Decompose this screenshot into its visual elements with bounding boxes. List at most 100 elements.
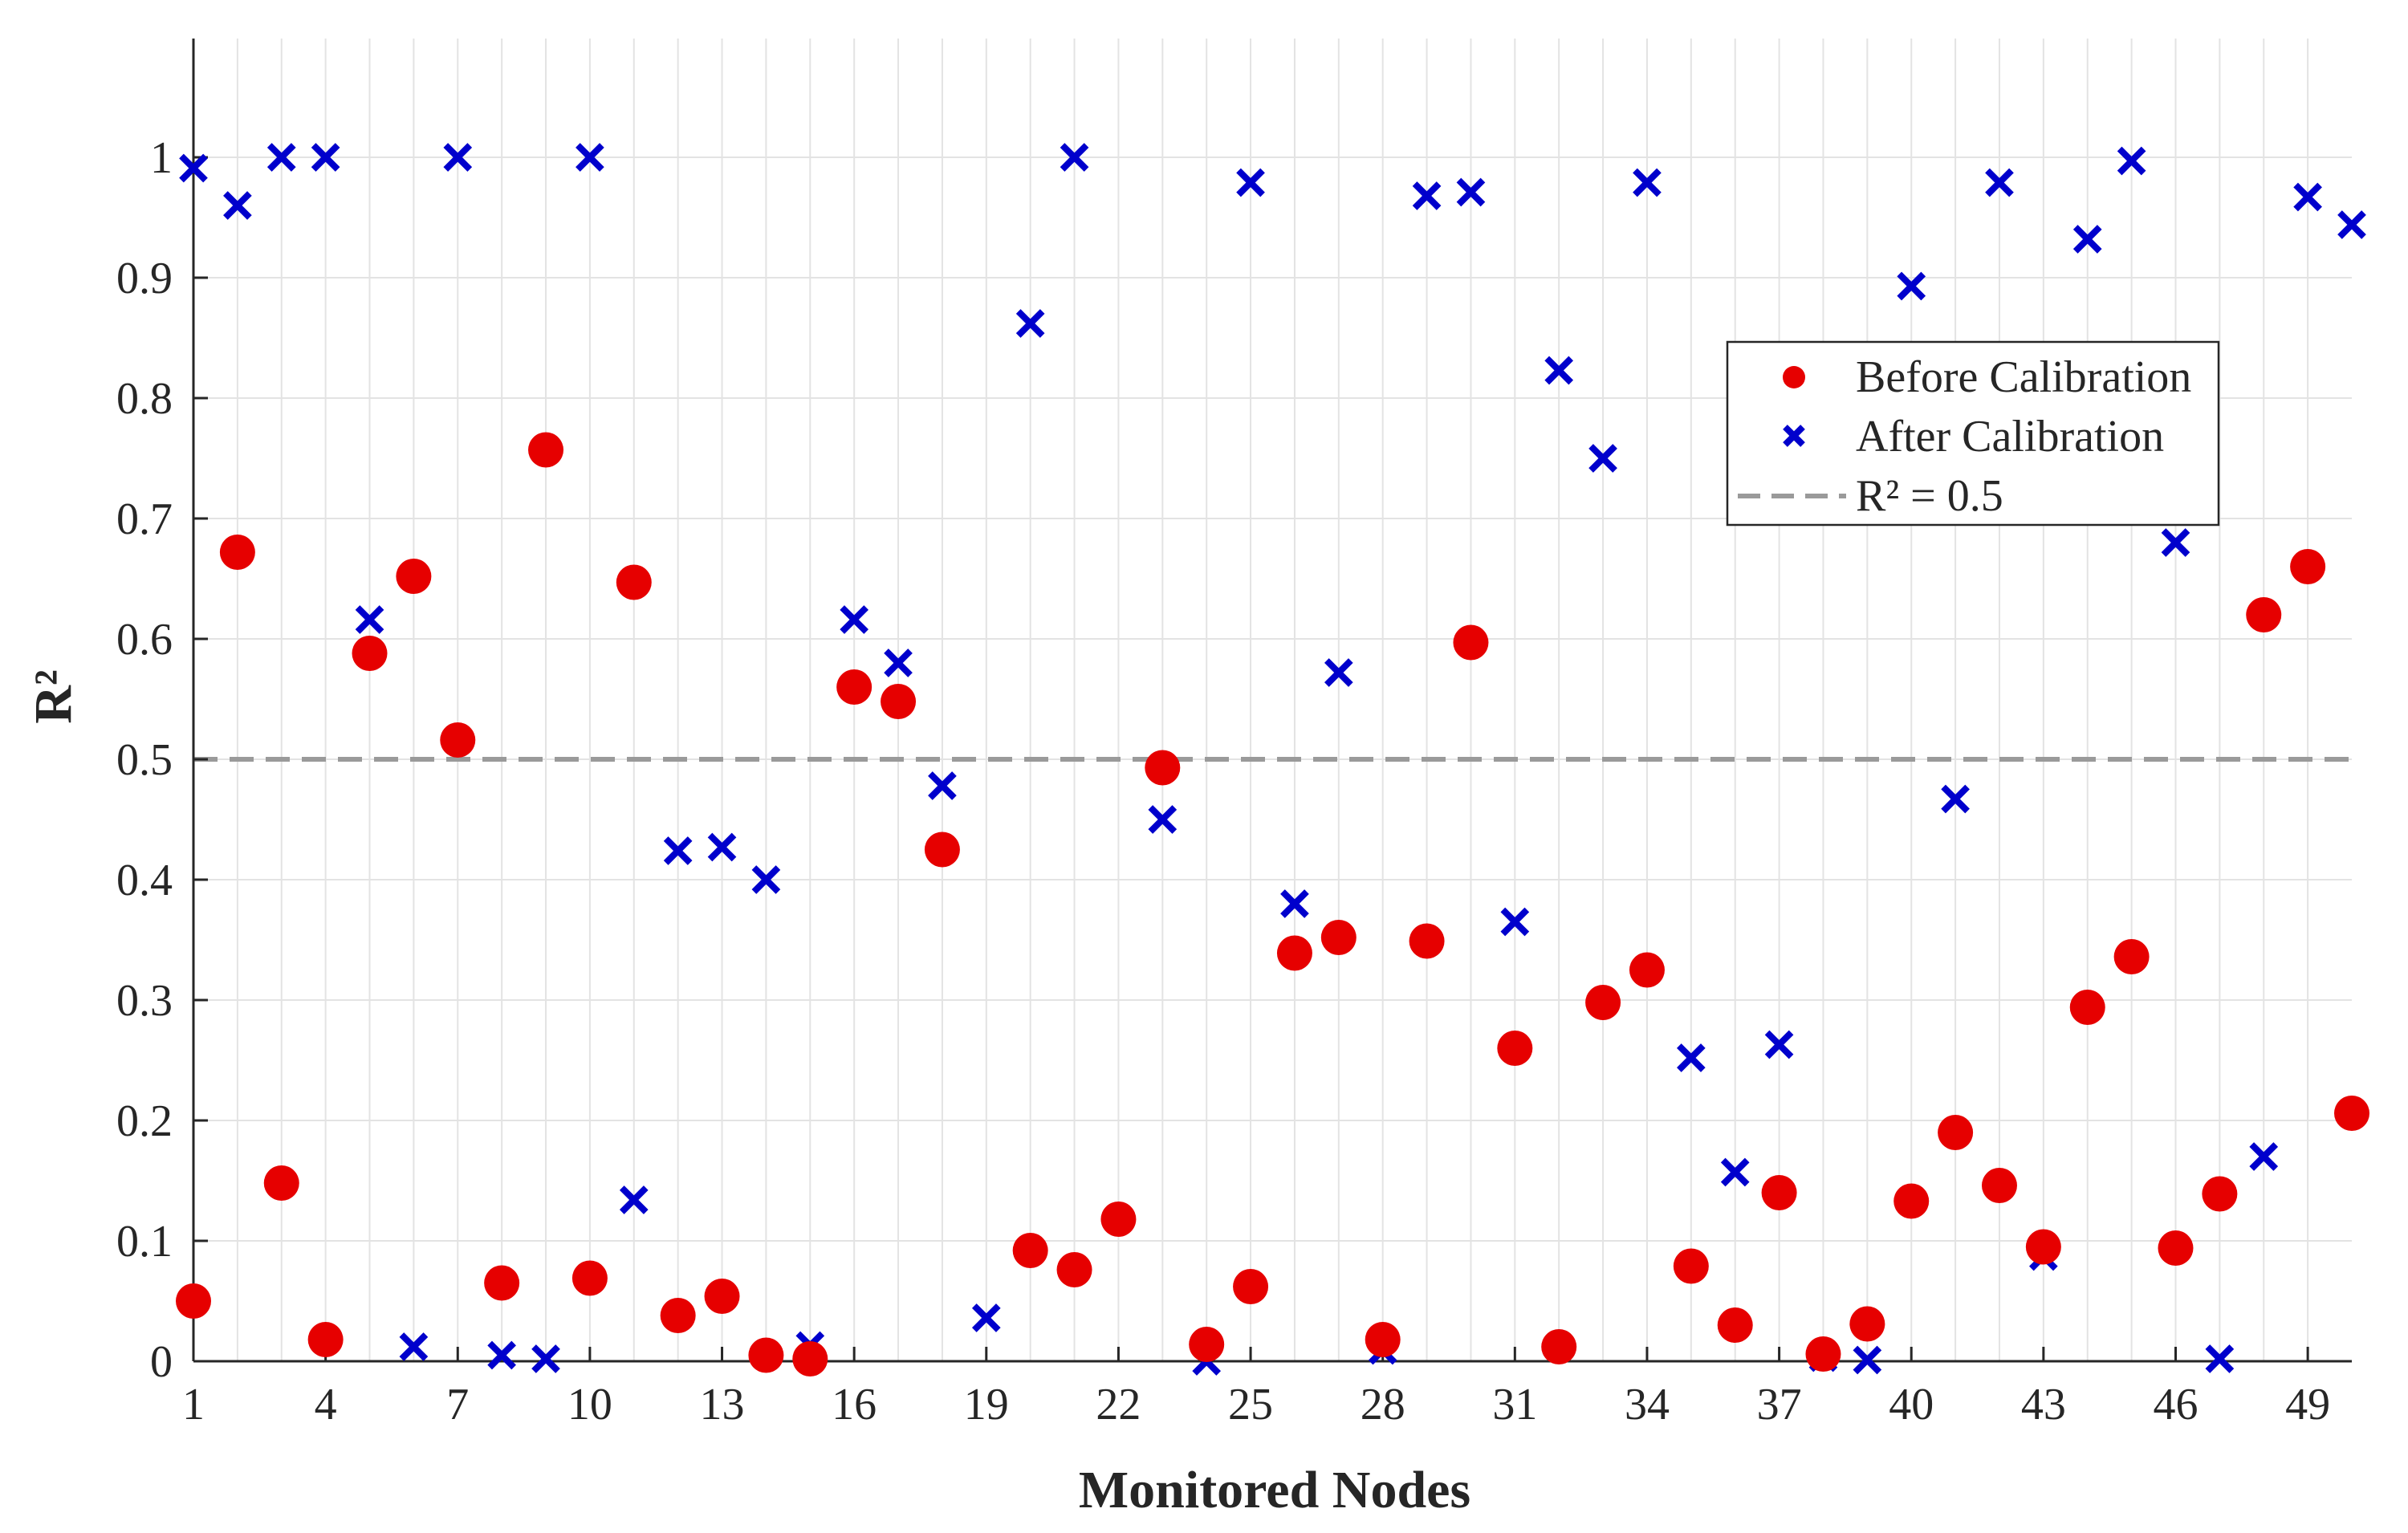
data-point-after bbox=[1236, 168, 1265, 197]
data-point-after bbox=[1544, 356, 1574, 385]
data-point-before bbox=[924, 832, 960, 868]
series-after-calibration bbox=[179, 143, 2366, 1376]
data-point-before bbox=[219, 535, 255, 570]
data-point-after bbox=[1897, 271, 1926, 301]
x-tick-label: 43 bbox=[2021, 1380, 2066, 1429]
data-point-before bbox=[1320, 920, 1357, 955]
data-point-before bbox=[1673, 1248, 1709, 1284]
data-point-before bbox=[1893, 1183, 1930, 1219]
data-point-before bbox=[1145, 750, 1181, 786]
data-point-after bbox=[1633, 168, 1662, 197]
tick-labels: 0 0.1 0.2 0.3 0.4 0.5 0.6 0.7 0.8 0.9 1 1 4 7 10 13 16 19… bbox=[116, 133, 2330, 1429]
y-tick-label: 0.2 bbox=[116, 1096, 173, 1146]
grid bbox=[193, 39, 2352, 1361]
legend-label-reference: R² = 0.5 bbox=[1856, 471, 2003, 521]
y-tick-label: 0.7 bbox=[116, 494, 173, 544]
data-point-before bbox=[2334, 1096, 2369, 1131]
data-point-before bbox=[792, 1341, 828, 1376]
data-point-before bbox=[660, 1298, 696, 1333]
data-point-after bbox=[840, 605, 868, 634]
data-point-before bbox=[440, 722, 476, 758]
data-point-before bbox=[1365, 1322, 1401, 1357]
legend-marker-before bbox=[1783, 366, 1805, 388]
data-point-before bbox=[1805, 1336, 1841, 1372]
data-point-before bbox=[2290, 549, 2326, 584]
legend-label-after: After Calibration bbox=[1856, 412, 2164, 462]
data-point-after bbox=[1280, 889, 1309, 918]
data-point-after bbox=[928, 771, 957, 800]
data-point-after bbox=[1588, 444, 1617, 473]
data-point-before bbox=[1717, 1307, 1753, 1343]
data-point-after bbox=[443, 143, 473, 172]
data-point-before bbox=[1849, 1306, 1885, 1342]
x-tick-label: 31 bbox=[1492, 1380, 1537, 1429]
data-point-before bbox=[836, 669, 872, 705]
x-tick-label: 16 bbox=[832, 1380, 877, 1429]
data-point-after bbox=[1985, 168, 2014, 197]
data-point-before bbox=[1497, 1031, 1533, 1066]
x-axis-title: Monitored Nodes bbox=[1079, 1461, 1470, 1519]
y-tick-label: 0 bbox=[150, 1337, 173, 1387]
data-point-before bbox=[396, 559, 432, 594]
data-point-before bbox=[1541, 1329, 1577, 1364]
data-point-after bbox=[751, 865, 781, 894]
data-point-before bbox=[1938, 1115, 1974, 1150]
data-point-before bbox=[571, 1260, 608, 1296]
legend: Before Calibration After Calibration R² … bbox=[1726, 340, 2220, 527]
data-point-after bbox=[2117, 146, 2146, 176]
data-point-before bbox=[1233, 1269, 1269, 1304]
data-point-after bbox=[1764, 1030, 1794, 1059]
data-point-before bbox=[1981, 1168, 2017, 1203]
data-point-before bbox=[484, 1265, 520, 1301]
data-point-after bbox=[1853, 1345, 1882, 1375]
x-tick-label: 10 bbox=[567, 1380, 612, 1429]
legend-label-before: Before Calibration bbox=[1856, 352, 2191, 402]
x-tick-label: 7 bbox=[446, 1380, 469, 1429]
data-point-after bbox=[355, 605, 384, 634]
x-tick-label: 46 bbox=[2153, 1380, 2198, 1429]
data-point-before bbox=[176, 1283, 211, 1319]
data-point-before bbox=[704, 1279, 740, 1314]
data-point-before bbox=[307, 1322, 344, 1357]
y-tick-label: 0.9 bbox=[116, 254, 173, 303]
data-point-after bbox=[619, 1185, 649, 1214]
y-tick-label: 0.5 bbox=[116, 735, 173, 785]
x-tick-label: 19 bbox=[964, 1380, 1009, 1429]
data-point-after bbox=[2337, 210, 2366, 239]
data-point-after bbox=[1456, 177, 1486, 207]
axes bbox=[192, 39, 2352, 1363]
series-before-calibration bbox=[176, 432, 2369, 1376]
data-point-after bbox=[707, 832, 737, 862]
data-point-before bbox=[2069, 990, 2105, 1025]
data-point-before bbox=[1100, 1202, 1137, 1237]
data-point-after bbox=[2205, 1344, 2235, 1373]
data-point-after bbox=[1148, 805, 1178, 834]
y-tick-label: 0.8 bbox=[116, 374, 173, 424]
y-tick-label: 1 bbox=[150, 133, 173, 183]
data-point-after bbox=[1060, 143, 1089, 172]
data-point-after bbox=[2293, 182, 2322, 212]
x-tick-label: 40 bbox=[1889, 1380, 1934, 1429]
x-tick-label: 25 bbox=[1228, 1380, 1273, 1429]
data-point-after bbox=[884, 649, 913, 677]
data-point-after bbox=[399, 1332, 429, 1361]
data-point-before bbox=[2025, 1229, 2061, 1265]
data-point-before bbox=[1761, 1175, 1797, 1210]
data-point-after bbox=[1720, 1157, 1750, 1187]
data-point-after bbox=[179, 153, 208, 183]
data-point-before bbox=[1585, 985, 1621, 1020]
data-point-after bbox=[2072, 225, 2102, 254]
data-point-before bbox=[1453, 624, 1489, 661]
data-point-before bbox=[1629, 952, 1665, 988]
data-point-after bbox=[266, 143, 296, 172]
data-point-after bbox=[1941, 784, 1970, 814]
x-tick-label: 13 bbox=[700, 1380, 745, 1429]
data-point-after bbox=[663, 836, 693, 865]
data-point-before bbox=[881, 684, 917, 719]
data-point-after bbox=[487, 1340, 516, 1370]
x-tick-label: 28 bbox=[1361, 1380, 1405, 1429]
data-point-before bbox=[2246, 597, 2282, 632]
data-point-after bbox=[2249, 1142, 2279, 1171]
data-point-after bbox=[576, 143, 604, 172]
